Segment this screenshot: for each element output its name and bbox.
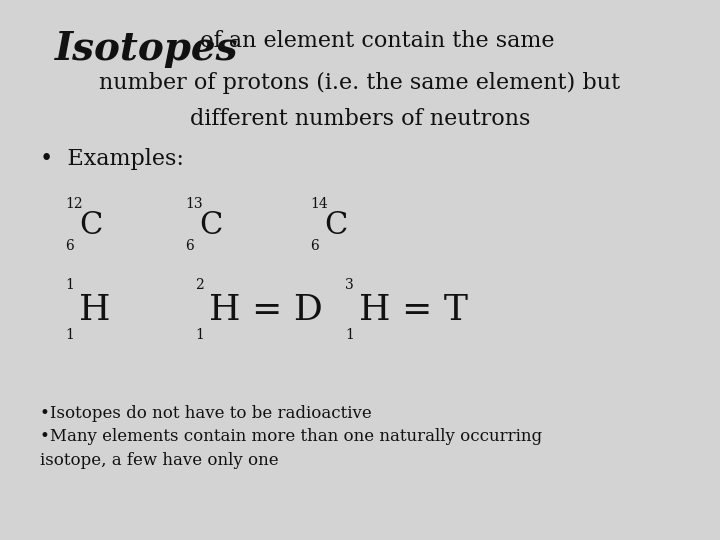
Text: 6: 6: [310, 239, 319, 253]
Text: 1: 1: [345, 328, 354, 342]
Text: 1: 1: [65, 328, 74, 342]
Text: •Many elements contain more than one naturally occurring: •Many elements contain more than one nat…: [40, 428, 542, 445]
Text: 1: 1: [195, 328, 204, 342]
Text: Isotopes: Isotopes: [55, 30, 238, 68]
Text: number of protons (i.e. the same element) but: number of protons (i.e. the same element…: [99, 72, 621, 94]
Text: 1: 1: [65, 278, 74, 292]
Text: 14: 14: [310, 197, 328, 211]
Text: C: C: [199, 210, 222, 240]
Text: different numbers of neutrons: different numbers of neutrons: [190, 108, 530, 130]
Text: •  Examples:: • Examples:: [40, 148, 184, 170]
Text: of an element contain the same: of an element contain the same: [193, 30, 554, 52]
Text: H = D: H = D: [209, 293, 323, 327]
Text: 13: 13: [185, 197, 202, 211]
Text: 6: 6: [65, 239, 73, 253]
Text: 6: 6: [185, 239, 194, 253]
Text: H: H: [79, 293, 110, 327]
Text: isotope, a few have only one: isotope, a few have only one: [40, 452, 279, 469]
Text: 3: 3: [345, 278, 354, 292]
Text: H = T: H = T: [359, 293, 468, 327]
Text: C: C: [79, 210, 102, 240]
Text: 2: 2: [195, 278, 204, 292]
Text: 12: 12: [65, 197, 83, 211]
Text: C: C: [324, 210, 347, 240]
Text: •Isotopes do not have to be radioactive: •Isotopes do not have to be radioactive: [40, 405, 372, 422]
